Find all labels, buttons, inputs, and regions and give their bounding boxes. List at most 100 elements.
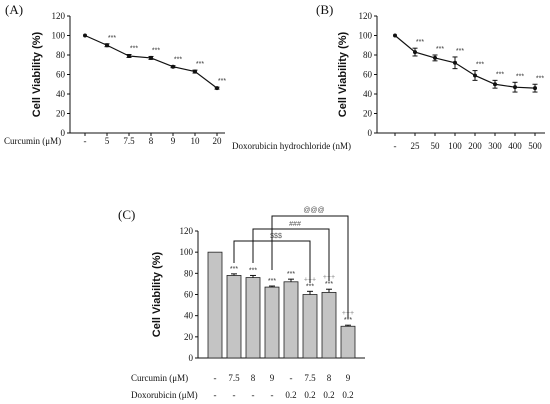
condition-value: - xyxy=(233,390,236,400)
y-tick-label: 0 xyxy=(61,128,66,138)
y-tick-label: 120 xyxy=(52,11,66,21)
y-tick-label: 60 xyxy=(363,70,373,80)
y-tick-label: 40 xyxy=(363,89,373,99)
condition-value: 0.2 xyxy=(285,390,296,400)
x-tick-label: 100 xyxy=(448,141,462,151)
condition-row-label: Curcumin (μM) xyxy=(131,373,188,383)
y-axis-label: Cell Viability (%) xyxy=(31,31,43,117)
significance-label: *** xyxy=(456,48,464,55)
y-tick-label: 60 xyxy=(184,290,194,300)
x-tick-label: 50 xyxy=(431,141,441,151)
bar xyxy=(321,291,337,359)
x-tick-label: - xyxy=(84,136,87,146)
data-point xyxy=(473,73,477,78)
significance-label: *** xyxy=(344,317,352,324)
data-point xyxy=(453,60,457,65)
bar xyxy=(283,281,299,359)
significance-label: *** xyxy=(230,266,238,273)
x-tick-label: 9 xyxy=(171,136,176,146)
data-point xyxy=(193,69,197,74)
data-point xyxy=(127,53,131,58)
x-axis-label: Curcumin (μM) xyxy=(4,136,61,146)
significance-label: *** xyxy=(196,61,204,68)
y-tick-label: 40 xyxy=(56,89,66,99)
condition-value: 0.2 xyxy=(304,390,315,400)
panel-c: (C) 0 20 40 60 80 100 120 Cell Viability (%) *** *… xyxy=(118,207,365,400)
bar xyxy=(207,251,223,359)
x-tick-label: 200 xyxy=(468,141,482,151)
y-tick-label: 20 xyxy=(363,109,373,119)
significance-label: *** xyxy=(174,57,182,64)
significance-label: *** xyxy=(287,271,295,278)
x-tick-label: 400 xyxy=(508,141,522,151)
x-tick-label: 300 xyxy=(488,141,502,151)
x-axis-label: Doxorubicin hydrochloride (nM) xyxy=(232,141,351,151)
significance-label: *** xyxy=(152,47,160,54)
y-tick-label: 100 xyxy=(359,31,373,41)
bar xyxy=(245,277,261,359)
x-tick-label: 7.5 xyxy=(123,136,135,146)
data-point xyxy=(83,33,87,38)
condition-value: 9 xyxy=(346,373,351,383)
data-point xyxy=(105,43,109,48)
data-point xyxy=(171,64,175,69)
comparison-bracket xyxy=(252,228,330,281)
y-tick-label: 80 xyxy=(56,50,66,60)
data-point xyxy=(493,82,497,87)
series-line xyxy=(394,35,536,89)
comparison-bracket xyxy=(271,215,349,318)
significance-label: *** xyxy=(306,283,314,290)
data-point xyxy=(149,55,153,60)
condition-value: - xyxy=(252,390,255,400)
condition-value: - xyxy=(214,390,217,400)
significance-label: *** xyxy=(325,281,333,288)
significance-label: *** xyxy=(496,71,504,78)
panel-label: (A) xyxy=(5,2,23,17)
significance-label: *** xyxy=(536,75,544,82)
bracket-label: @@@ xyxy=(303,207,324,214)
data-point xyxy=(533,86,537,91)
y-tick-label: 60 xyxy=(56,70,66,80)
bar xyxy=(226,275,242,359)
y-tick-label: 100 xyxy=(180,247,194,257)
condition-value: - xyxy=(290,373,293,383)
x-tick-label: 25 xyxy=(411,141,421,151)
condition-value: - xyxy=(271,390,274,400)
y-tick-label: 80 xyxy=(363,50,373,60)
bar xyxy=(302,294,318,359)
y-tick-label: 20 xyxy=(184,332,194,342)
condition-value: 0.2 xyxy=(342,390,353,400)
condition-value: 8 xyxy=(251,373,256,383)
significance-label: *** xyxy=(416,39,424,46)
y-axis-label: Cell Viability (%) xyxy=(151,251,163,337)
y-tick-label: 0 xyxy=(189,353,194,363)
y-tick-label: 120 xyxy=(359,11,373,21)
x-tick-label: 5 xyxy=(105,136,110,146)
panel-label: (B) xyxy=(316,2,333,17)
panel-b: (B) 0 20 40 60 80 100 120 Cell Viability (%) - 25 5… xyxy=(232,2,545,151)
bar xyxy=(340,325,356,359)
condition-row-label: Doxorubicin (μM) xyxy=(131,390,198,400)
y-tick-label: 40 xyxy=(184,311,194,321)
y-tick-label: 20 xyxy=(56,109,66,119)
x-tick-label: 10 xyxy=(191,136,201,146)
data-point xyxy=(413,50,417,55)
significance-label: *** xyxy=(436,46,444,53)
y-tick-label: 80 xyxy=(184,268,194,278)
data-point xyxy=(433,55,437,60)
x-tick-label: 20 xyxy=(213,136,223,146)
condition-value: 7.5 xyxy=(228,373,240,383)
data-point xyxy=(215,86,219,91)
bracket-label: $$$ xyxy=(270,233,282,240)
significance-label: *** xyxy=(108,35,116,42)
significance-label: *** xyxy=(218,78,226,85)
y-axis-label: Cell Viability (%) xyxy=(337,31,349,117)
data-point xyxy=(513,85,517,90)
condition-value: 8 xyxy=(327,373,332,383)
panel-a: (A) 0 20 40 60 80 100 120 Cell Viability (%) - 5 7.… xyxy=(4,2,226,146)
condition-value: 0.2 xyxy=(323,390,334,400)
condition-value: 9 xyxy=(270,373,275,383)
significance-label: *** xyxy=(476,62,484,69)
x-tick-label: 500 xyxy=(528,141,542,151)
y-tick-label: 0 xyxy=(368,128,373,138)
